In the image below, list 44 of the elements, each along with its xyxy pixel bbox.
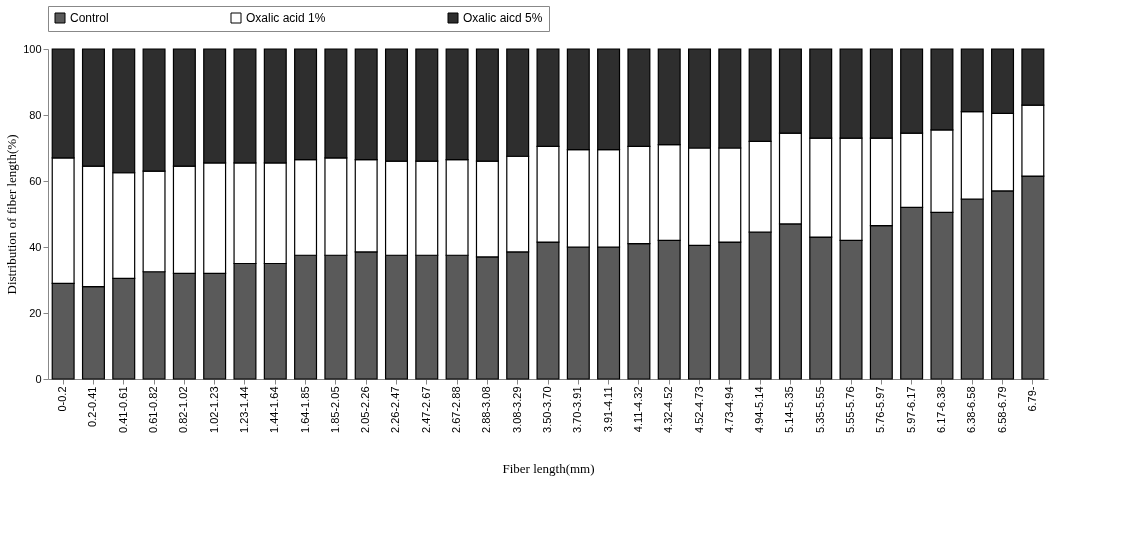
legend-label: Control bbox=[70, 11, 109, 25]
x-tick-label: 4.11-4.32 bbox=[631, 386, 644, 433]
x-tick-label: 1.64-1.85 bbox=[298, 386, 311, 433]
x-tick-label: 5.97-6.17 bbox=[904, 386, 917, 433]
x-tick-label: 1.02-1.23 bbox=[207, 386, 220, 433]
x-tick-label: 0-0.2 bbox=[56, 386, 69, 412]
x-tick-label: 1.85-2.05 bbox=[328, 386, 341, 433]
x-tick-label: 0.61-0.82 bbox=[147, 386, 160, 433]
x-tick-label: 6.38-6.58 bbox=[965, 386, 978, 433]
y-tick-label: 40 bbox=[29, 240, 42, 253]
x-tick-label: 5.14-5.35 bbox=[783, 386, 796, 433]
x-tick-label: 1.23-1.44 bbox=[237, 386, 250, 433]
legend-label: Oxalic acid 1% bbox=[246, 11, 326, 25]
x-tick-label: 0.2-0.41 bbox=[86, 386, 99, 427]
x-tick-label: 2.67-2.88 bbox=[450, 386, 463, 433]
x-tick-label: 6.17-6.38 bbox=[934, 386, 947, 433]
y-tick-label: 100 bbox=[23, 42, 42, 55]
x-tick-label: 4.94-5.14 bbox=[753, 386, 766, 433]
x-tick-label: 5.55-5.76 bbox=[844, 386, 857, 433]
y-tick-label: 60 bbox=[29, 174, 42, 187]
y-tick-label: 80 bbox=[29, 108, 42, 121]
y-tick-label: 0 bbox=[35, 372, 42, 385]
x-tick-label: 4.32-4.52 bbox=[662, 386, 675, 433]
x-tick-label: 3.91-4.11 bbox=[601, 386, 614, 433]
x-tick-label: 5.35-5.55 bbox=[813, 386, 826, 433]
x-tick-label: 2.88-3.08 bbox=[480, 386, 493, 433]
x-tick-label: 4.52-4.73 bbox=[692, 386, 705, 433]
x-tick-label: 3.70-3.91 bbox=[571, 386, 584, 433]
x-tick-label: 3.08-3.29 bbox=[510, 386, 523, 433]
x-tick-label: 2.05-2.26 bbox=[359, 386, 372, 433]
x-tick-label: 5.76-5.97 bbox=[874, 386, 887, 433]
x-tick-label: 1.44-1.64 bbox=[268, 386, 281, 433]
x-tick-label: 4.73-4.94 bbox=[722, 386, 735, 433]
x-tick-label: 6.58-6.79 bbox=[995, 386, 1008, 433]
y-axis-title: Distribution of fiber length(%) bbox=[4, 134, 20, 295]
x-tick-label: 0.41-0.61 bbox=[116, 386, 129, 433]
x-tick-label: 2.26-2.47 bbox=[389, 386, 402, 433]
legend-label: Oxalic aicd 5% bbox=[463, 11, 543, 25]
x-tick-label: 0.82-1.02 bbox=[177, 386, 190, 433]
x-tick-label: 2.47-2.67 bbox=[419, 386, 432, 433]
y-tick-label: 20 bbox=[29, 306, 42, 319]
x-tick-label: 6.79- bbox=[1025, 386, 1038, 412]
x-tick-label: 3.50-3.70 bbox=[541, 386, 553, 433]
x-axis-title: Fiber length(mm) bbox=[502, 460, 595, 476]
